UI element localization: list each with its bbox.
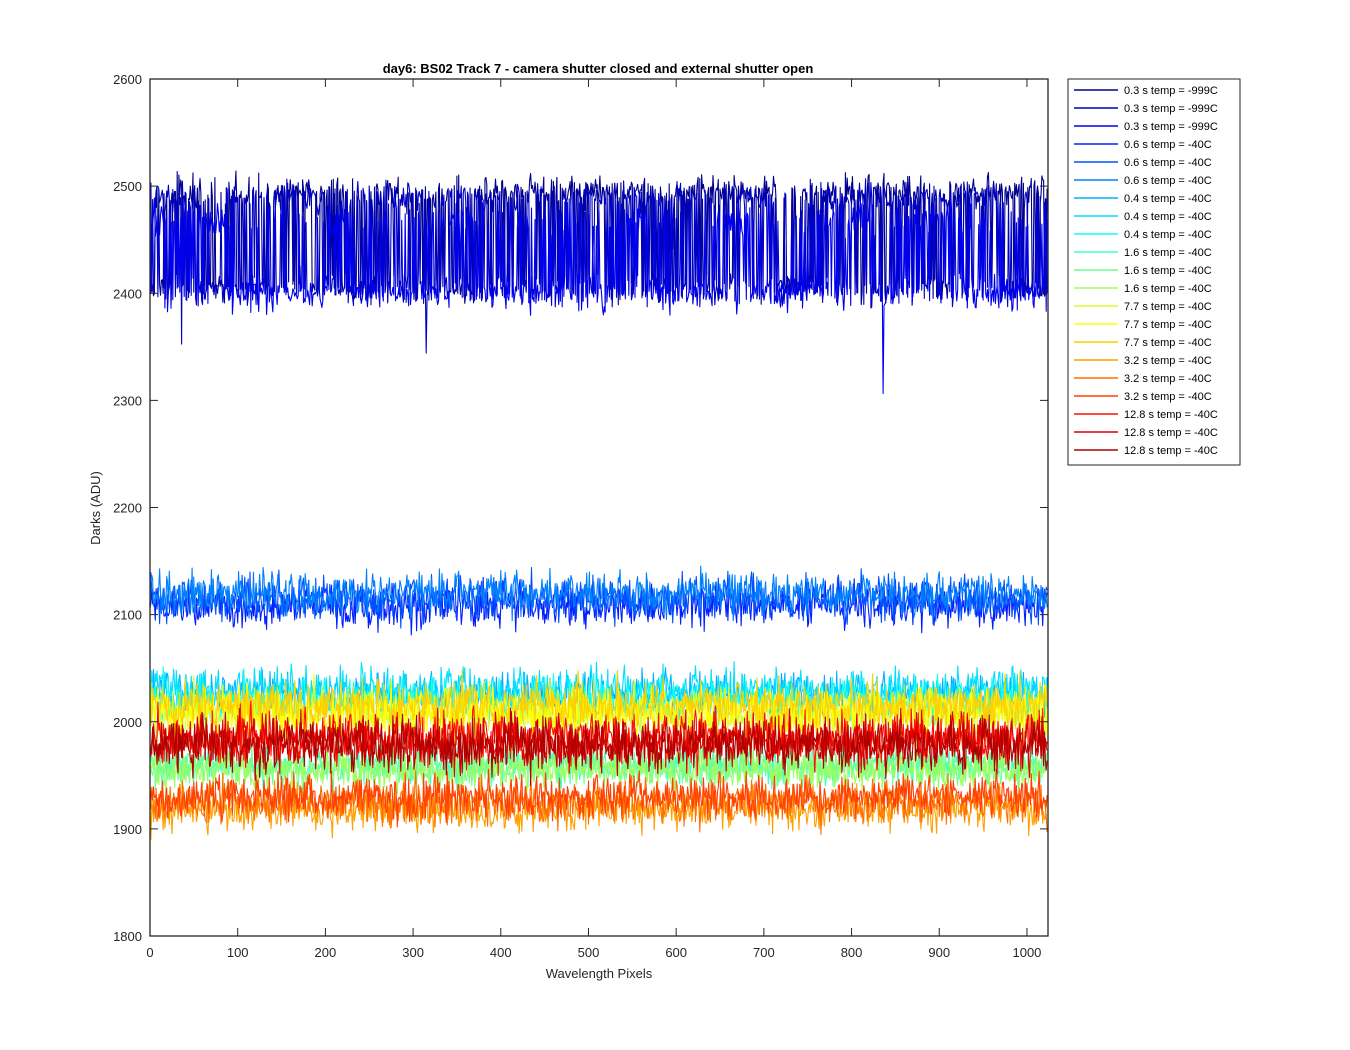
x-tick-label: 900 xyxy=(928,945,950,960)
legend-label: 1.6 s temp = -40C xyxy=(1124,283,1212,295)
legend-label: 12.8 s temp = -40C xyxy=(1124,445,1218,457)
series-line-14 xyxy=(149,669,1048,742)
y-tick-label: 2000 xyxy=(113,715,142,730)
y-tick-label: 2600 xyxy=(113,72,142,87)
legend-label: 3.2 s temp = -40C xyxy=(1124,391,1212,403)
series-line-5 xyxy=(149,565,1048,622)
x-tick-label: 400 xyxy=(490,945,512,960)
series-line-20 xyxy=(149,710,1048,786)
legend-label: 0.3 s temp = -999C xyxy=(1124,121,1218,133)
legend-label: 3.2 s temp = -40C xyxy=(1124,373,1212,385)
series-line-2 xyxy=(149,193,1048,395)
legend-label: 0.4 s temp = -40C xyxy=(1124,229,1212,241)
legend-label: 1.6 s temp = -40C xyxy=(1124,247,1212,259)
legend-label: 7.7 s temp = -40C xyxy=(1124,319,1212,331)
legend-label: 1.6 s temp = -40C xyxy=(1124,265,1212,277)
legend-label: 0.6 s temp = -40C xyxy=(1124,175,1212,187)
x-tick-label: 200 xyxy=(315,945,337,960)
legend-label: 0.4 s temp = -40C xyxy=(1124,211,1212,223)
y-tick-label: 2500 xyxy=(113,179,142,194)
y-tick-label: 1800 xyxy=(113,929,142,944)
legend-label: 3.2 s temp = -40C xyxy=(1124,355,1212,367)
legend-label: 0.3 s temp = -999C xyxy=(1124,85,1218,97)
x-tick-label: 500 xyxy=(578,945,600,960)
series-layer xyxy=(149,170,1048,841)
y-tick-label: 2200 xyxy=(113,501,142,516)
y-tick-label: 1900 xyxy=(113,822,142,837)
legend-label: 0.6 s temp = -40C xyxy=(1124,157,1212,169)
legend-label: 0.4 s temp = -40C xyxy=(1124,193,1212,205)
y-axis: 1800 1900 2000 2100 2200 2300 2400 2500 2600 xyxy=(113,72,1048,944)
x-tick-label: 0 xyxy=(146,945,153,960)
series-line-1 xyxy=(149,178,1048,354)
series-line-3 xyxy=(149,575,1048,636)
legend-label: 12.8 s temp = -40C xyxy=(1124,409,1218,421)
legend-label: 0.6 s temp = -40C xyxy=(1124,139,1212,151)
x-tick-label: 1000 xyxy=(1012,945,1041,960)
x-tick-label: 300 xyxy=(402,945,424,960)
x-tick-label: 700 xyxy=(753,945,775,960)
y-axis-label: Darks (ADU) xyxy=(88,471,103,545)
series-line-18 xyxy=(149,700,1048,777)
x-tick-label: 100 xyxy=(227,945,249,960)
series-line-17 xyxy=(149,768,1048,828)
legend-label: 7.7 s temp = -40C xyxy=(1124,337,1212,349)
chart-title: day6: BS02 Track 7 - camera shutter clos… xyxy=(383,61,814,76)
x-axis-label: Wavelength Pixels xyxy=(546,966,653,981)
x-tick-label: 600 xyxy=(665,945,687,960)
legend-label: 12.8 s temp = -40C xyxy=(1124,427,1218,439)
legend[interactable]: 0.3 s temp = -999C 0.3 s temp = -999C 0.3 … xyxy=(1067,78,1241,466)
x-axis: 0 100 200 300 400 500 600 700 800 900 1000 xyxy=(146,79,1041,960)
legend-label: 0.3 s temp = -999C xyxy=(1124,103,1218,115)
x-tick-label: 800 xyxy=(841,945,863,960)
legend-label: 7.7 s temp = -40C xyxy=(1124,301,1212,313)
y-tick-label: 2300 xyxy=(113,393,142,408)
y-tick-label: 2100 xyxy=(113,608,142,623)
y-tick-label: 2400 xyxy=(113,286,142,301)
